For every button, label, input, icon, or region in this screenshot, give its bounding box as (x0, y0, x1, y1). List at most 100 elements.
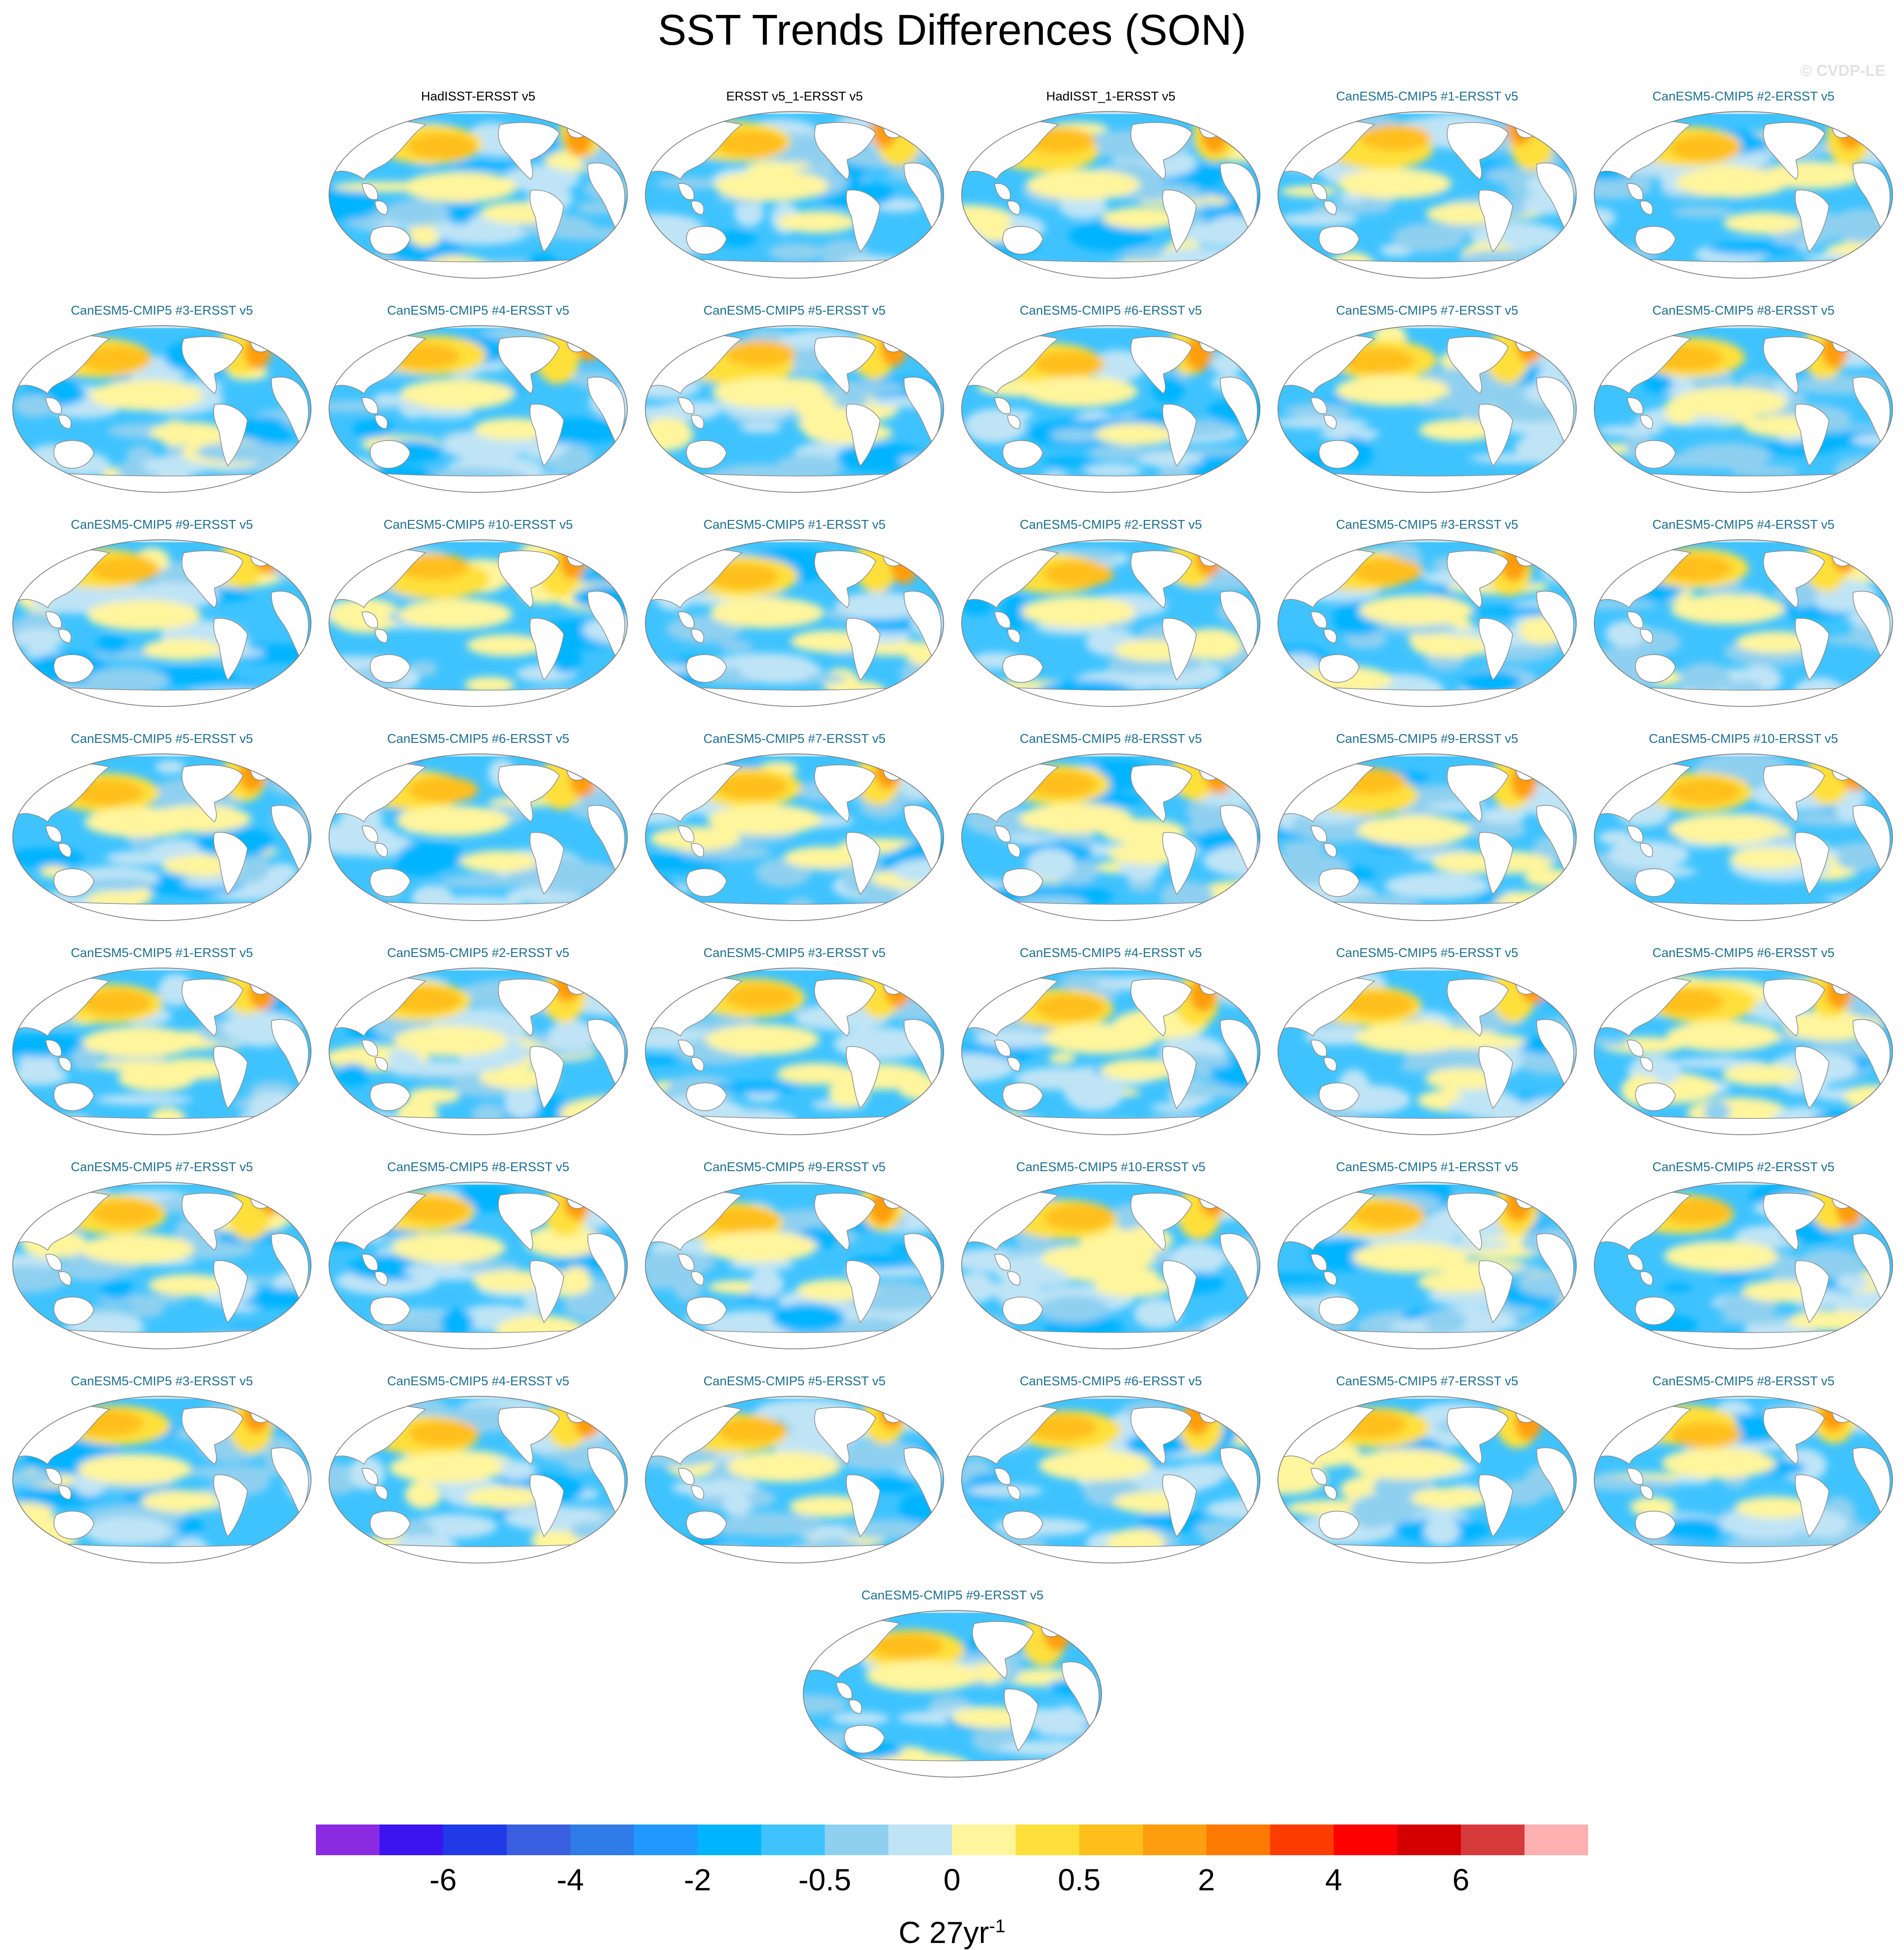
colorbar-swatch (1270, 1825, 1334, 1855)
map-border (1278, 325, 1577, 493)
map-panel: CanESM5-CMIP5 #8-ERSST v5 (320, 1158, 637, 1373)
map-border (329, 111, 628, 279)
colorbar-tick-label: 4 (1325, 1863, 1342, 1897)
map-panel: CanESM5-CMIP5 #5-ERSST v5 (636, 302, 953, 516)
map-panel: CanESM5-CMIP5 #2-ERSST v5 (1585, 1158, 1902, 1373)
map-border (1594, 753, 1893, 921)
colorbar-swatch (698, 1825, 761, 1855)
sst-map (1594, 968, 1893, 1135)
panel-title: CanESM5-CMIP5 #8-ERSST v5 (1020, 732, 1202, 746)
sst-map (1278, 968, 1577, 1135)
map-panel: CanESM5-CMIP5 #1-ERSST v5 (636, 516, 953, 730)
colorbar-swatch (1206, 1825, 1270, 1855)
sst-map (961, 753, 1260, 921)
sst-map (645, 111, 944, 279)
map-panel: CanESM5-CMIP5 #4-ERSST v5 (952, 944, 1269, 1158)
panel-title: CanESM5-CMIP5 #3-ERSST v5 (1336, 518, 1518, 532)
panel-title: CanESM5-CMIP5 #2-ERSST v5 (1652, 1160, 1835, 1174)
colorbar-tick-label: 2 (1198, 1863, 1215, 1897)
sst-map (12, 325, 311, 493)
sst-map (1278, 753, 1577, 921)
panel-title: CanESM5-CMIP5 #3-ERSST v5 (71, 304, 253, 318)
colorbar-swatch (888, 1825, 952, 1855)
sst-map (961, 1396, 1260, 1563)
map-panel: CanESM5-CMIP5 #3-ERSST v5 (4, 302, 320, 516)
sst-map (645, 539, 944, 707)
panel-title: CanESM5-CMIP5 #1-ERSST v5 (1336, 90, 1518, 104)
map-panel: CanESM5-CMIP5 #5-ERSST v5 (1269, 944, 1585, 1158)
panel-title: CanESM5-CMIP5 #6-ERSST v5 (1020, 1374, 1202, 1388)
sst-map (961, 968, 1260, 1135)
map-border (961, 1182, 1260, 1349)
panel-title: HadISST_1-ERSST v5 (1046, 90, 1176, 104)
colorbar-swatch (1143, 1825, 1206, 1855)
panel-title: CanESM5-CMIP5 #8-ERSST v5 (1652, 1374, 1835, 1388)
map-panel: CanESM5-CMIP5 #5-ERSST v5 (4, 730, 320, 944)
map-border (645, 111, 944, 279)
panel-title: CanESM5-CMIP5 #6-ERSST v5 (1652, 946, 1835, 960)
map-border (1278, 968, 1577, 1135)
map-panel: CanESM5-CMIP5 #1-ERSST v5 (4, 944, 320, 1158)
panel-title: CanESM5-CMIP5 #3-ERSST v5 (703, 946, 886, 960)
sst-map (645, 1182, 944, 1349)
map-border (329, 753, 628, 921)
panel-title: CanESM5-CMIP5 #6-ERSST v5 (1020, 304, 1202, 318)
panel-title: CanESM5-CMIP5 #2-ERSST v5 (1020, 518, 1202, 532)
colorbar-swatch (443, 1825, 507, 1855)
map-panel: CanESM5-CMIP5 #8-ERSST v5 (952, 730, 1269, 944)
colorbar-swatch (1016, 1825, 1079, 1855)
map-border (1594, 325, 1893, 493)
sst-map (1594, 1182, 1893, 1349)
sst-map (329, 968, 628, 1135)
map-panel: CanESM5-CMIP5 #3-ERSST v5 (636, 944, 953, 1158)
sst-map (1594, 1396, 1893, 1563)
sst-map (1594, 325, 1893, 493)
map-border (1594, 1396, 1893, 1563)
panel-title: CanESM5-CMIP5 #3-ERSST v5 (71, 1374, 253, 1388)
colorbar-swatch (1461, 1825, 1525, 1855)
panel-title: CanESM5-CMIP5 #2-ERSST v5 (387, 946, 569, 960)
map-panel: CanESM5-CMIP5 #9-ERSST v5 (1269, 730, 1585, 944)
sst-map (12, 539, 311, 707)
panel-title: CanESM5-CMIP5 #7-ERSST v5 (1336, 304, 1518, 318)
map-border (645, 1396, 944, 1563)
colorbar-unit-label: C 27yr-1 (0, 1915, 1904, 1950)
sst-map (1278, 539, 1577, 707)
map-panel: CanESM5-CMIP5 #8-ERSST v5 (1585, 1373, 1902, 1587)
sst-map (329, 539, 628, 707)
map-panel: HadISST_1-ERSST v5 (952, 88, 1269, 302)
sst-map (961, 1182, 1260, 1349)
watermark: © CVDP-LE (1800, 61, 1886, 79)
map-border (961, 325, 1260, 493)
map-border (645, 325, 944, 493)
sst-map (961, 325, 1260, 493)
colorbar-tick-label: -4 (557, 1863, 584, 1897)
map-panel: CanESM5-CMIP5 #6-ERSST v5 (320, 730, 637, 944)
colorbar-swatch (507, 1825, 570, 1855)
map-panel: CanESM5-CMIP5 #1-ERSST v5 (1269, 88, 1585, 302)
map-border (645, 539, 944, 707)
map-border (803, 1610, 1102, 1778)
map-border (329, 1396, 628, 1563)
panel-title: HadISST-ERSST v5 (421, 90, 536, 104)
map-border (1278, 753, 1577, 921)
sst-map (1594, 539, 1893, 707)
colorbar-swatch (1079, 1825, 1143, 1855)
map-border (12, 1182, 311, 1349)
map-panel: CanESM5-CMIP5 #10-ERSST v5 (952, 1158, 1269, 1373)
map-border (1278, 539, 1577, 707)
colorbar-swatch (634, 1825, 698, 1855)
panel-title: CanESM5-CMIP5 #8-ERSST v5 (1652, 304, 1835, 318)
sst-map (329, 111, 628, 279)
panel-title: CanESM5-CMIP5 #9-ERSST v5 (71, 518, 253, 532)
panel-title: CanESM5-CMIP5 #1-ERSST v5 (71, 946, 253, 960)
panel-title: CanESM5-CMIP5 #4-ERSST v5 (1020, 946, 1202, 960)
sst-map (12, 1182, 311, 1349)
sst-map (961, 111, 1260, 279)
panel-title: CanESM5-CMIP5 #7-ERSST v5 (1336, 1374, 1518, 1388)
colorbar-swatch (1525, 1825, 1588, 1855)
panel-title: CanESM5-CMIP5 #7-ERSST v5 (71, 1160, 253, 1174)
sst-map (1278, 1396, 1577, 1563)
map-panel: CanESM5-CMIP5 #2-ERSST v5 (1585, 88, 1902, 302)
sst-map (961, 539, 1260, 707)
